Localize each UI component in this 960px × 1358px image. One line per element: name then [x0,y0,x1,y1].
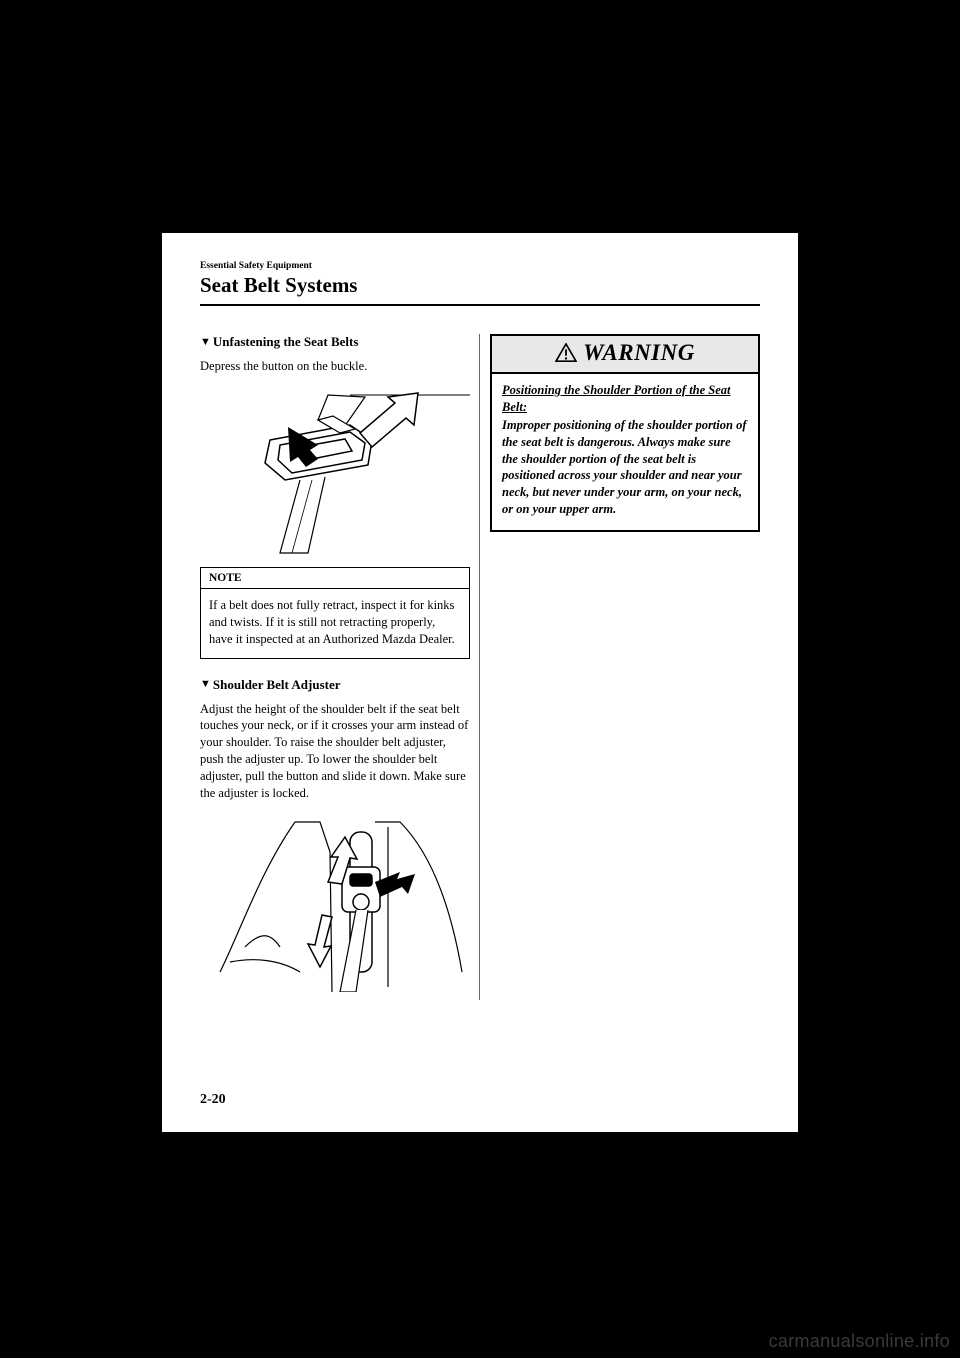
warning-body: Positioning the Shoulder Portion of the … [492,374,758,530]
subheading-text: Shoulder Belt Adjuster [213,677,341,693]
section-title: Seat Belt Systems [200,273,760,298]
header-rule [200,304,760,306]
note-text: If a belt does not fully retract, inspec… [201,589,469,658]
subheading-shoulder-adjuster: ▼ Shoulder Belt Adjuster [200,677,470,693]
right-column: WARNING Positioning the Shoulder Portion… [490,334,760,1000]
watermark: carmanualsonline.info [769,1331,950,1352]
shoulder-adjuster-illustration [200,812,470,992]
warning-header: WARNING [492,336,758,374]
warning-subtitle: Positioning the Shoulder Portion of the … [502,382,748,416]
manual-page: Essential Safety Equipment Seat Belt Sys… [162,233,798,1132]
page-number: 2-20 [200,1092,226,1108]
unfastening-text: Depress the button on the buckle. [200,358,470,375]
chapter-label: Essential Safety Equipment [200,261,760,271]
column-divider [479,334,480,1000]
subheading-text: Unfastening the Seat Belts [213,334,359,350]
note-box: NOTE If a belt does not fully retract, i… [200,567,470,659]
warning-text: Improper positioning of the shoulder por… [502,418,747,516]
left-column: ▼ Unfastening the Seat Belts Depress the… [200,334,470,1000]
warning-triangle-icon [555,343,577,363]
triangle-icon: ▼ [200,337,211,348]
note-label: NOTE [201,568,469,589]
warning-label: WARNING [583,340,695,366]
triangle-icon: ▼ [200,679,211,690]
shoulder-adjuster-text: Adjust the height of the shoulder belt i… [200,701,470,802]
content-columns: ▼ Unfastening the Seat Belts Depress the… [200,334,760,1000]
warning-box: WARNING Positioning the Shoulder Portion… [490,334,760,532]
subheading-unfastening: ▼ Unfastening the Seat Belts [200,334,470,350]
buckle-illustration [200,385,470,555]
